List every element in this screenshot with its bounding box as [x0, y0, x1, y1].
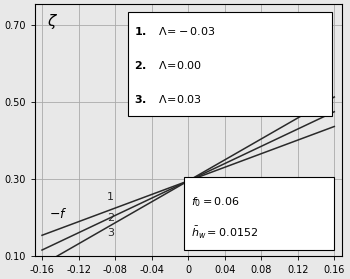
Text: 3: 3	[107, 228, 114, 238]
FancyBboxPatch shape	[128, 12, 332, 116]
Text: $f_0 = 0.06$: $f_0 = 0.06$	[191, 195, 240, 209]
Text: 1: 1	[107, 192, 114, 202]
Text: $\Lambda\!=\!-0.03$: $\Lambda\!=\!-0.03$	[148, 25, 216, 37]
Text: $f$: $f$	[317, 207, 325, 221]
Text: $-f$: $-f$	[49, 207, 67, 221]
Text: 2: 2	[107, 213, 114, 223]
Text: $\mathbf{1.}$: $\mathbf{1.}$	[134, 25, 147, 37]
Text: $\mathbf{3.}$: $\mathbf{3.}$	[134, 93, 147, 105]
Text: $\Lambda\!=\!0.03$: $\Lambda\!=\!0.03$	[148, 93, 202, 105]
Text: $\Lambda\!=\!0.00$: $\Lambda\!=\!0.00$	[148, 59, 203, 71]
Text: $\bar{h}_w = 0.0152$: $\bar{h}_w = 0.0152$	[191, 225, 259, 241]
FancyBboxPatch shape	[183, 177, 334, 249]
Text: $\zeta$: $\zeta$	[47, 12, 58, 31]
Text: $\mathbf{2.}$: $\mathbf{2.}$	[134, 59, 147, 71]
